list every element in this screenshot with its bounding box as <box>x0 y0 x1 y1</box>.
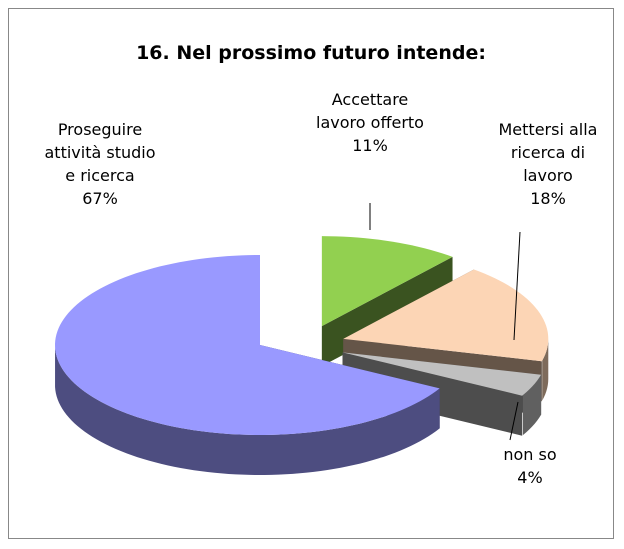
slice-edge <box>522 374 542 436</box>
data-label: Accettare lavoro offerto 11% <box>315 88 425 157</box>
leader-line <box>509 401 519 441</box>
leader-line <box>513 231 521 341</box>
slice <box>55 255 440 435</box>
chart-frame <box>8 8 614 539</box>
value-label: 67% <box>82 189 118 208</box>
slice <box>343 269 549 362</box>
category-label: non so <box>503 445 557 464</box>
slice <box>321 236 453 327</box>
data-label: Mettersi alla ricerca di lavoro 18% <box>488 118 608 210</box>
slice <box>342 352 542 396</box>
category-label: Accettare lavoro offerto <box>316 90 424 132</box>
category-label: Proseguire attività studio e ricerca <box>44 120 156 185</box>
slice-edge <box>542 338 549 401</box>
data-label: non so 4% <box>485 443 575 489</box>
value-label: 4% <box>517 468 543 487</box>
category-label: Mettersi alla ricerca di lavoro <box>498 120 598 185</box>
chart-title: 16. Nel prossimo futuro intende: <box>136 42 486 64</box>
value-label: 18% <box>530 189 566 208</box>
data-label: Proseguire attività studio e ricerca 67% <box>40 118 160 210</box>
slice-edge <box>55 346 440 475</box>
slices <box>55 236 549 475</box>
value-label: 11% <box>352 136 388 155</box>
